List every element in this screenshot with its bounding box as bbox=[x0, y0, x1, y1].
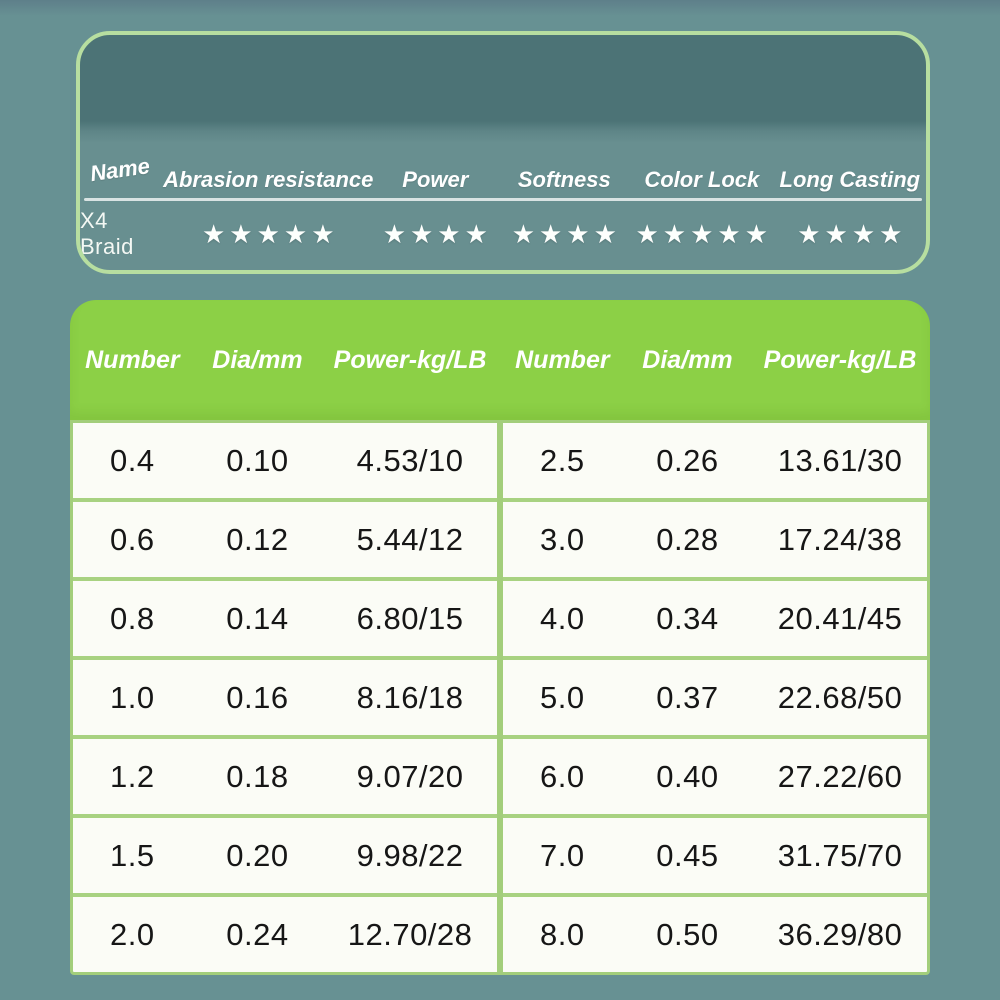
spec-table-cell: 0.8 bbox=[110, 600, 155, 636]
spec-table-card: Number Dia/mm Power-kg/LB Number Dia/mm … bbox=[70, 300, 930, 975]
spec-table-cell: 1.0 bbox=[110, 679, 155, 715]
spec-table-row: 8.0 0.50 36.29/80 bbox=[503, 897, 927, 972]
star-rating-color-lock: ★★★★★ bbox=[635, 218, 773, 249]
spec-table-cell: 4.53/10 bbox=[356, 442, 464, 478]
spec-table-row: 0.6 0.12 5.44/12 bbox=[73, 502, 497, 581]
spec-table-cell: 8.16/18 bbox=[356, 679, 464, 715]
ratings-header-name: Name bbox=[88, 153, 152, 187]
ratings-value-softness: ★★★★ bbox=[499, 219, 630, 250]
ratings-value-color-lock: ★★★★★ bbox=[630, 219, 774, 250]
ratings-col-color-lock: Color Lock bbox=[630, 169, 774, 199]
ratings-header-row: Name Abrasion resistance Power Softness … bbox=[80, 153, 926, 199]
spec-header-power-left: Power-kg/LB bbox=[333, 345, 487, 374]
spec-table-row: 3.0 0.28 17.24/38 bbox=[503, 502, 927, 581]
spec-table-cell: 0.37 bbox=[656, 679, 719, 715]
spec-table-cell: 0.40 bbox=[656, 758, 719, 794]
spec-table-cell: 27.22/60 bbox=[777, 758, 903, 794]
spec-table-cell: 0.20 bbox=[226, 837, 289, 873]
spec-table-cell: 0.10 bbox=[226, 442, 289, 478]
spec-header-dia-left: Dia/mm bbox=[212, 345, 303, 374]
spec-table-vertical-divider bbox=[497, 423, 503, 972]
star-rating-long-casting: ★★★★ bbox=[797, 218, 907, 249]
spec-header-number-right: Number bbox=[515, 345, 610, 374]
ratings-value-long-casting: ★★★★ bbox=[774, 219, 926, 250]
star-rating-power: ★★★★ bbox=[382, 218, 492, 249]
spec-table-row: 2.5 0.26 13.61/30 bbox=[503, 423, 927, 502]
spec-table-cell: 0.28 bbox=[656, 521, 719, 557]
ratings-col-name: Name bbox=[80, 153, 165, 199]
spec-table-cell: 5.0 bbox=[540, 679, 585, 715]
spec-table-cell: 0.26 bbox=[656, 442, 719, 478]
spec-table-body: 0.4 0.10 4.53/10 0.6 0.12 5.44/12 0.8 0.14 6.80/… bbox=[70, 420, 930, 975]
ratings-header-softness: Softness bbox=[517, 167, 611, 192]
ratings-divider-line bbox=[84, 198, 922, 201]
ratings-col-long-casting: Long Casting bbox=[774, 169, 926, 199]
spec-table-left-half: 0.4 0.10 4.53/10 0.6 0.12 5.44/12 0.8 0.14 6.80/… bbox=[73, 423, 497, 972]
spec-table-cell: 20.41/45 bbox=[777, 600, 903, 636]
ratings-col-abrasion: Abrasion resistance bbox=[163, 167, 374, 199]
ratings-col-softness: Softness bbox=[499, 169, 630, 199]
spec-table-cell: 6.0 bbox=[540, 758, 585, 794]
spec-table-cell: 12.70/28 bbox=[347, 916, 473, 952]
ratings-value-power: ★★★★ bbox=[372, 219, 499, 250]
star-rating-abrasion: ★★★★★ bbox=[201, 218, 339, 249]
spec-table-cell: 7.0 bbox=[540, 837, 585, 873]
spec-table-cell: 0.50 bbox=[656, 916, 719, 952]
spec-table-cell: 0.6 bbox=[110, 521, 155, 557]
spec-table-cell: 0.24 bbox=[226, 916, 289, 952]
spec-table-row: 7.0 0.45 31.75/70 bbox=[503, 818, 927, 897]
spec-table-cell: 13.61/30 bbox=[777, 442, 903, 478]
spec-table-cell: 17.24/38 bbox=[777, 521, 903, 557]
spec-table-cell: 0.16 bbox=[226, 679, 289, 715]
spec-header-number-left: Number bbox=[85, 345, 180, 374]
ratings-value-row: X4 Braid ★★★★★ ★★★★ ★★★★ ★★★★★ ★★★★ bbox=[80, 205, 926, 263]
spec-table-cell: 0.14 bbox=[226, 600, 289, 636]
spec-table-row: 1.2 0.18 9.07/20 bbox=[73, 739, 497, 818]
spec-header-right-group: Number Dia/mm Power-kg/LB bbox=[503, 346, 927, 375]
spec-header-dia-right: Dia/mm bbox=[642, 345, 733, 374]
spec-table-cell: 9.07/20 bbox=[356, 758, 464, 794]
spec-table-row: 2.0 0.24 12.70/28 bbox=[73, 897, 497, 972]
spec-table-cell: 5.44/12 bbox=[356, 521, 464, 557]
spec-table-row: 1.5 0.20 9.98/22 bbox=[73, 818, 497, 897]
ratings-col-power: Power bbox=[372, 169, 499, 199]
spec-table-cell: 0.12 bbox=[226, 521, 289, 557]
spec-table-right-half: 2.5 0.26 13.61/30 3.0 0.28 17.24/38 4.0 0.34 20.… bbox=[503, 423, 927, 972]
product-name: X4 Braid bbox=[80, 208, 134, 259]
spec-table-cell: 0.34 bbox=[656, 600, 719, 636]
spec-table-row: 6.0 0.40 27.22/60 bbox=[503, 739, 927, 818]
ratings-header-power: Power bbox=[402, 167, 469, 192]
spec-table-cell: 0.18 bbox=[226, 758, 289, 794]
spec-header-left-group: Number Dia/mm Power-kg/LB bbox=[73, 346, 497, 375]
spec-table-cell: 6.80/15 bbox=[356, 600, 464, 636]
spec-table-cell: 9.98/22 bbox=[356, 837, 464, 873]
spec-table-cell: 8.0 bbox=[540, 916, 585, 952]
spec-table-row: 1.0 0.16 8.16/18 bbox=[73, 660, 497, 739]
spec-table-cell: 2.5 bbox=[540, 442, 585, 478]
ratings-header-color-lock: Color Lock bbox=[644, 167, 760, 192]
ratings-value-name: X4 Braid bbox=[80, 208, 165, 260]
spec-table-cell: 36.29/80 bbox=[777, 916, 903, 952]
spec-table-cell: 31.75/70 bbox=[777, 837, 903, 873]
spec-table-cell: 0.45 bbox=[656, 837, 719, 873]
spec-table-cell: 1.2 bbox=[110, 758, 155, 794]
spec-table-cell: 3.0 bbox=[540, 521, 585, 557]
spec-table-row: 4.0 0.34 20.41/45 bbox=[503, 581, 927, 660]
spec-table-row: 0.8 0.14 6.80/15 bbox=[73, 581, 497, 660]
ratings-header-abrasion-resistance: Abrasion resistance bbox=[163, 167, 374, 192]
ratings-header-long-casting: Long Casting bbox=[779, 167, 921, 192]
spec-table-row: 5.0 0.37 22.68/50 bbox=[503, 660, 927, 739]
ratings-value-abrasion: ★★★★★ bbox=[165, 219, 372, 250]
star-rating-softness: ★★★★ bbox=[511, 218, 621, 249]
ratings-card: Name Abrasion resistance Power Softness … bbox=[76, 31, 930, 274]
spec-table-cell: 22.68/50 bbox=[777, 679, 903, 715]
spec-table-cell: 0.4 bbox=[110, 442, 155, 478]
spec-table-row: 0.4 0.10 4.53/10 bbox=[73, 423, 497, 502]
spec-table-cell: 2.0 bbox=[110, 916, 155, 952]
spec-table-cell: 1.5 bbox=[110, 837, 155, 873]
spec-table-header: Number Dia/mm Power-kg/LB Number Dia/mm … bbox=[70, 300, 930, 420]
spec-table-cell: 4.0 bbox=[540, 600, 585, 636]
spec-header-power-right: Power-kg/LB bbox=[763, 345, 917, 374]
